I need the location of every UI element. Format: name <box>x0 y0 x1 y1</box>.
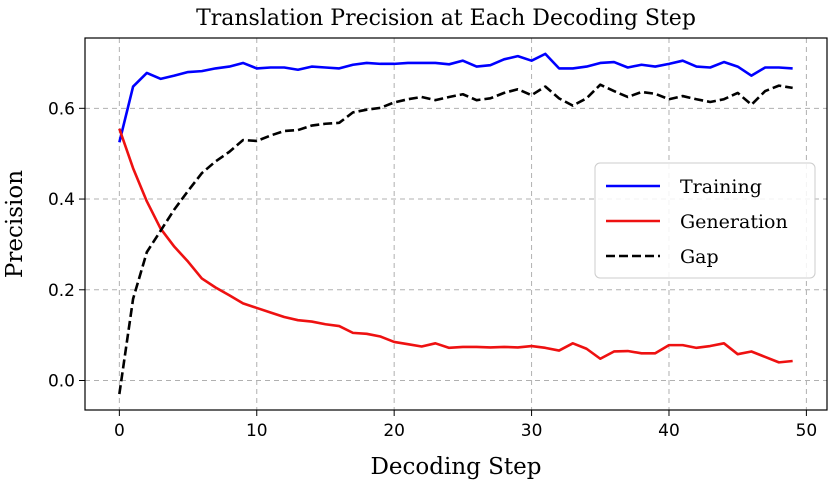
plot-lines <box>118 52 793 395</box>
x-tick-label: 30 <box>521 421 543 441</box>
y-tick-label: 0.0 <box>48 372 75 392</box>
legend-label-gap: Gap <box>680 246 719 268</box>
x-tick-label: 10 <box>246 421 268 441</box>
series-line-generation <box>118 128 793 364</box>
plot-frame <box>84 37 828 411</box>
chart-title: Translation Precision at Each Decoding S… <box>196 6 696 31</box>
x-tick-label: 20 <box>383 421 405 441</box>
legend-box <box>594 162 816 279</box>
x-axis-label: Decoding Step <box>370 454 541 480</box>
y-tick-label: 0.2 <box>48 281 75 301</box>
series-line-gap <box>118 83 793 395</box>
x-tick-label: 0 <box>114 421 125 441</box>
y-axis-label: Precision <box>2 170 28 278</box>
x-tick-label: 50 <box>796 421 818 441</box>
legend-label-generation: Generation <box>680 211 788 233</box>
grid-lines <box>85 38 827 410</box>
y-tick-label: 0.6 <box>48 99 75 119</box>
x-axis: 0 10 20 30 40 50 <box>114 410 817 441</box>
series-line-training <box>118 52 793 143</box>
legend-label-training: Training <box>680 176 762 198</box>
y-tick-label: 0.4 <box>48 190 75 210</box>
legend: Training Generation Gap <box>594 162 816 279</box>
y-axis: 0.0 0.2 0.4 0.6 <box>48 99 85 392</box>
x-tick-label: 40 <box>658 421 680 441</box>
